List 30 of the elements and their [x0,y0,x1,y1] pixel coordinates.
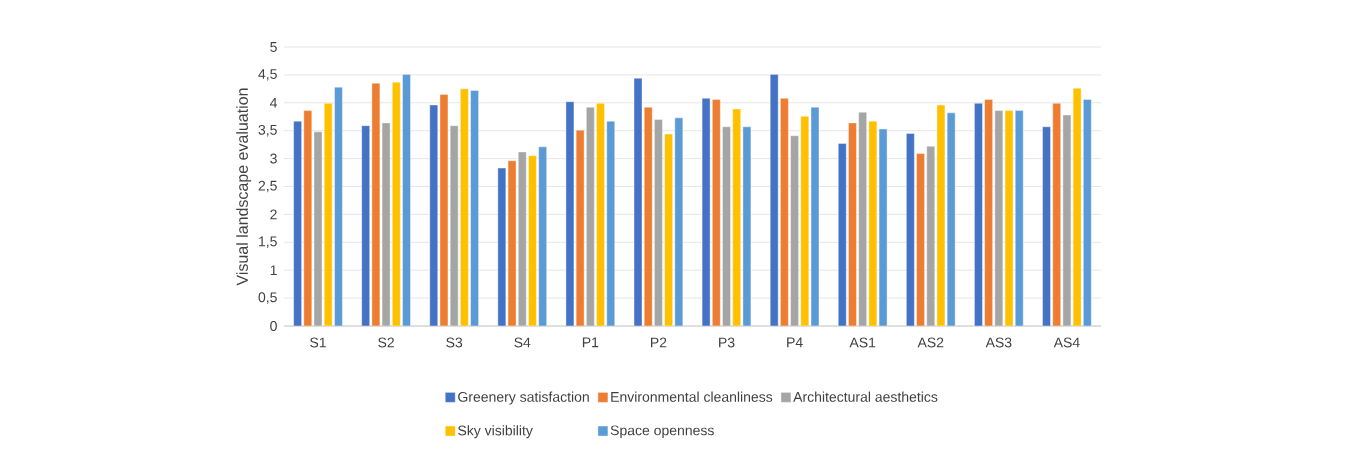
y-tick-label: 3 [270,153,277,164]
y-tick-label: 5 [270,42,277,52]
y-tick-label: 1 [270,265,277,275]
y-tick-label: 3,5 [258,124,277,137]
y-axis-title: Visual landscape evaluation [236,88,252,286]
bar [303,110,313,326]
x-tick-label: S3 [446,337,463,348]
x-tick-label: P2 [651,337,667,348]
x-tick-label: AS1 [849,337,876,348]
y-tick-label: 0 [270,321,277,331]
legend-label: Greenery satisfaction [458,391,589,405]
y-tick-label: 0,5 [258,292,277,304]
x-tick-label: S2 [378,337,394,348]
legend-label: Architectural aesthetics [793,391,938,402]
x-tick-label: P3 [719,337,735,348]
y-tick-label: 2 [270,209,277,220]
y-tick-label: 1,5 [259,236,277,248]
x-tick-label: AS2 [917,337,944,348]
x-tick-label: S1 [310,337,326,348]
legend-label: Sky visibility [458,425,533,439]
legend-label: Environmental cleanliness [611,391,773,402]
x-tick-label: P1 [582,337,599,348]
y-tick-label: 4,5 [258,69,277,81]
x-tick-label: P4 [787,337,803,348]
x-tick-label: S4 [514,337,531,348]
x-tick-label: AS3 [985,337,1012,348]
y-tick-label: 2,5 [258,180,277,193]
legend-label: Space openness [610,425,714,439]
y-tick-label: 4 [269,97,278,108]
x-tick-label: AS4 [1053,337,1080,348]
